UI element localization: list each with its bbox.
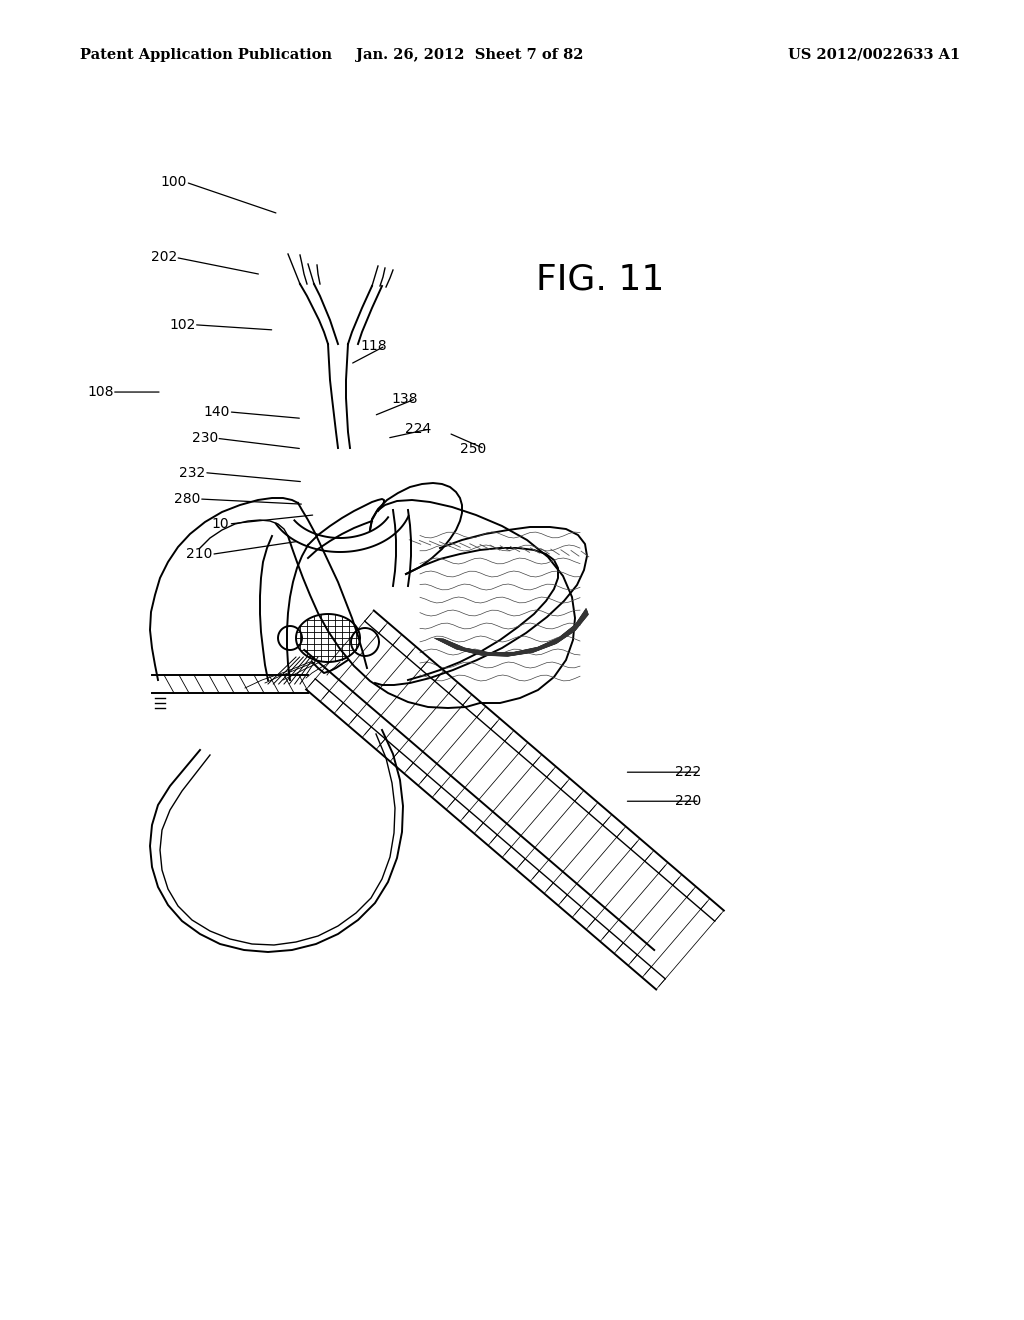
Text: 280: 280 (174, 492, 201, 506)
Text: 108: 108 (87, 385, 114, 399)
Text: 224: 224 (404, 422, 431, 436)
Text: Jan. 26, 2012  Sheet 7 of 82: Jan. 26, 2012 Sheet 7 of 82 (356, 48, 584, 62)
Text: 102: 102 (169, 318, 196, 331)
Text: 220: 220 (675, 795, 701, 808)
Text: Patent Application Publication: Patent Application Publication (80, 48, 332, 62)
Text: US 2012/0022633 A1: US 2012/0022633 A1 (787, 48, 961, 62)
Text: 118: 118 (360, 339, 387, 352)
Text: 210: 210 (186, 548, 213, 561)
Text: 138: 138 (391, 392, 418, 405)
Text: 230: 230 (191, 432, 218, 445)
Text: 10: 10 (211, 517, 229, 531)
Text: 250: 250 (460, 442, 486, 455)
Text: 202: 202 (151, 251, 177, 264)
Text: 140: 140 (204, 405, 230, 418)
Text: FIG. 11: FIG. 11 (536, 263, 665, 297)
Text: 222: 222 (675, 766, 701, 779)
Text: 100: 100 (161, 176, 187, 189)
Text: 232: 232 (179, 466, 206, 479)
